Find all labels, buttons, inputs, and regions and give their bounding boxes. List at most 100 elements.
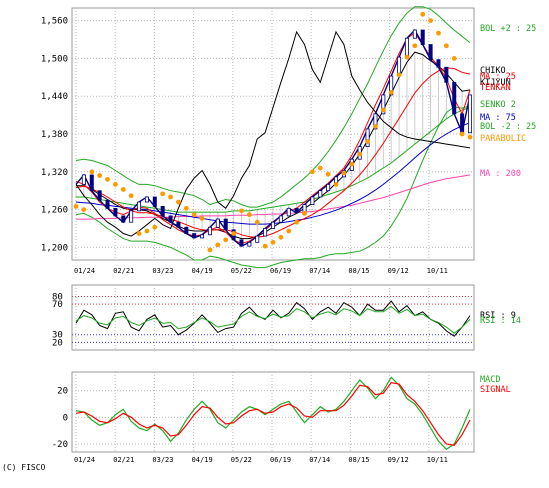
- macd-x-tick-label: 05/22: [231, 456, 252, 464]
- parabolic-point-30: [310, 169, 315, 175]
- parabolic-point-43: [412, 43, 418, 49]
- parabolic-point-33: [333, 182, 339, 187]
- price-legend-label: BOL -2 : 25: [480, 122, 536, 132]
- parabolic-point-8: [136, 231, 142, 236]
- candle-39: [381, 94, 386, 115]
- price-x-tick-label: 04/19: [192, 267, 213, 275]
- candle-28: [294, 207, 299, 214]
- candle-21: [239, 239, 244, 247]
- parabolic-point-49: [459, 131, 465, 137]
- candle-23: [255, 235, 260, 243]
- candle-18: [215, 218, 220, 228]
- price-x-tick-label: 01/24: [74, 267, 95, 275]
- macd-y-tick-label: 0: [63, 413, 68, 423]
- price-x-tick-label: 06/19: [270, 267, 291, 275]
- parabolic-point-2: [89, 169, 95, 175]
- parabolic-point-14: [183, 205, 189, 211]
- parabolic-point-44: [420, 11, 426, 17]
- parabolic-point-42: [404, 54, 410, 60]
- rsi-level-label: 70: [52, 300, 63, 310]
- price-x-tick-label: 02/21: [113, 267, 134, 275]
- rsi-line-rsi14: [75, 305, 471, 334]
- candle-15: [192, 233, 197, 239]
- price-y-tick-label: 1,440: [41, 92, 68, 102]
- parabolic-point-50: [467, 134, 473, 140]
- price-y-tick-label: 1,500: [41, 54, 68, 64]
- candle-6: [121, 215, 126, 223]
- rsi-legend-label: RSI : 14: [480, 316, 521, 326]
- price-x-tick-label: 09/12: [388, 267, 409, 275]
- parabolic-point-13: [176, 199, 181, 205]
- rsi-line-rsi9: [75, 300, 471, 337]
- parabolic-point-21: [239, 208, 244, 214]
- candle-11: [160, 206, 165, 217]
- macd-x-tick-label: 09/12: [388, 456, 409, 464]
- series-line-chiko: [75, 30, 471, 237]
- parabolic-point-5: [113, 182, 118, 187]
- macd-legend-label: MACD: [480, 375, 500, 385]
- candle-10: [152, 196, 157, 207]
- macd-x-tick-label: 01/24: [74, 456, 95, 464]
- parabolic-point-32: [325, 171, 331, 177]
- candle-38: [373, 113, 378, 130]
- price-legend-label: SENKO 2: [480, 100, 516, 110]
- price-y-tick-label: 1,260: [41, 206, 68, 216]
- rsi-panel: [71, 284, 475, 351]
- candle-40: [389, 75, 394, 96]
- candle-37: [365, 128, 370, 148]
- price-x-tick-label: 05/22: [231, 267, 252, 275]
- parabolic-point-12: [168, 194, 173, 200]
- parabolic-point-6: [120, 187, 126, 192]
- candle-16: [200, 234, 205, 239]
- candle-47: [444, 66, 449, 83]
- candle-1: [81, 174, 86, 185]
- candle-22: [247, 241, 252, 247]
- parabolic-point-10: [152, 224, 158, 230]
- macd-legend-label: SIGNAL: [480, 385, 511, 395]
- price-y-tick-label: 1,320: [41, 168, 68, 178]
- parabolic-point-23: [254, 219, 260, 225]
- parabolic-point-11: [160, 191, 166, 197]
- parabolic-point-39: [380, 107, 386, 113]
- parabolic-point-34: [341, 170, 347, 176]
- candle-14: [184, 226, 189, 234]
- candle-27: [286, 207, 291, 217]
- candle-43: [412, 29, 417, 39]
- candle-32: [326, 183, 331, 192]
- parabolic-point-16: [199, 216, 205, 221]
- macd-x-tick-label: 08/15: [348, 456, 369, 464]
- rsi-level-label: 80: [52, 292, 63, 302]
- parabolic-point-0: [73, 204, 79, 209]
- parabolic-point-35: [349, 161, 355, 167]
- parabolic-point-17: [207, 247, 213, 253]
- rsi-level-label: 30: [52, 331, 63, 341]
- parabolic-point-20: [231, 231, 237, 236]
- series-line-ma25: [75, 67, 471, 238]
- series-line-ma200: [76, 174, 471, 220]
- price-legend-label: PARABOLIC: [480, 134, 526, 144]
- parabolic-point-41: [396, 72, 402, 78]
- parabolic-point-31: [317, 165, 323, 171]
- price-legend-label: CHIKO: [480, 66, 506, 76]
- macd-x-tick-label: 04/19: [192, 456, 213, 464]
- parabolic-point-46: [436, 30, 441, 36]
- candle-45: [428, 44, 433, 61]
- macd-x-tick-label: 06/19: [270, 456, 291, 464]
- candle-42: [404, 37, 409, 58]
- parabolic-point-36: [357, 151, 363, 157]
- price-x-tick-label: 07/14: [309, 267, 330, 275]
- parabolic-point-48: [451, 56, 457, 61]
- candle-46: [436, 59, 441, 68]
- price-legend-label: KIJYUN: [480, 78, 511, 88]
- macd-y-tick-label: -20: [52, 440, 68, 450]
- copyright-text: (C) FISCO: [2, 463, 46, 472]
- candle-26: [278, 215, 283, 223]
- candle-8: [137, 201, 142, 212]
- macd-x-tick-label: 03/23: [152, 456, 173, 464]
- macd-x-tick-label: 02/21: [113, 456, 134, 464]
- parabolic-point-24: [262, 243, 268, 249]
- parabolic-point-40: [388, 90, 394, 95]
- price-legend-label: MA : 25: [480, 72, 516, 82]
- macd-line-macd: [75, 376, 471, 451]
- parabolic-point-19: [223, 237, 229, 243]
